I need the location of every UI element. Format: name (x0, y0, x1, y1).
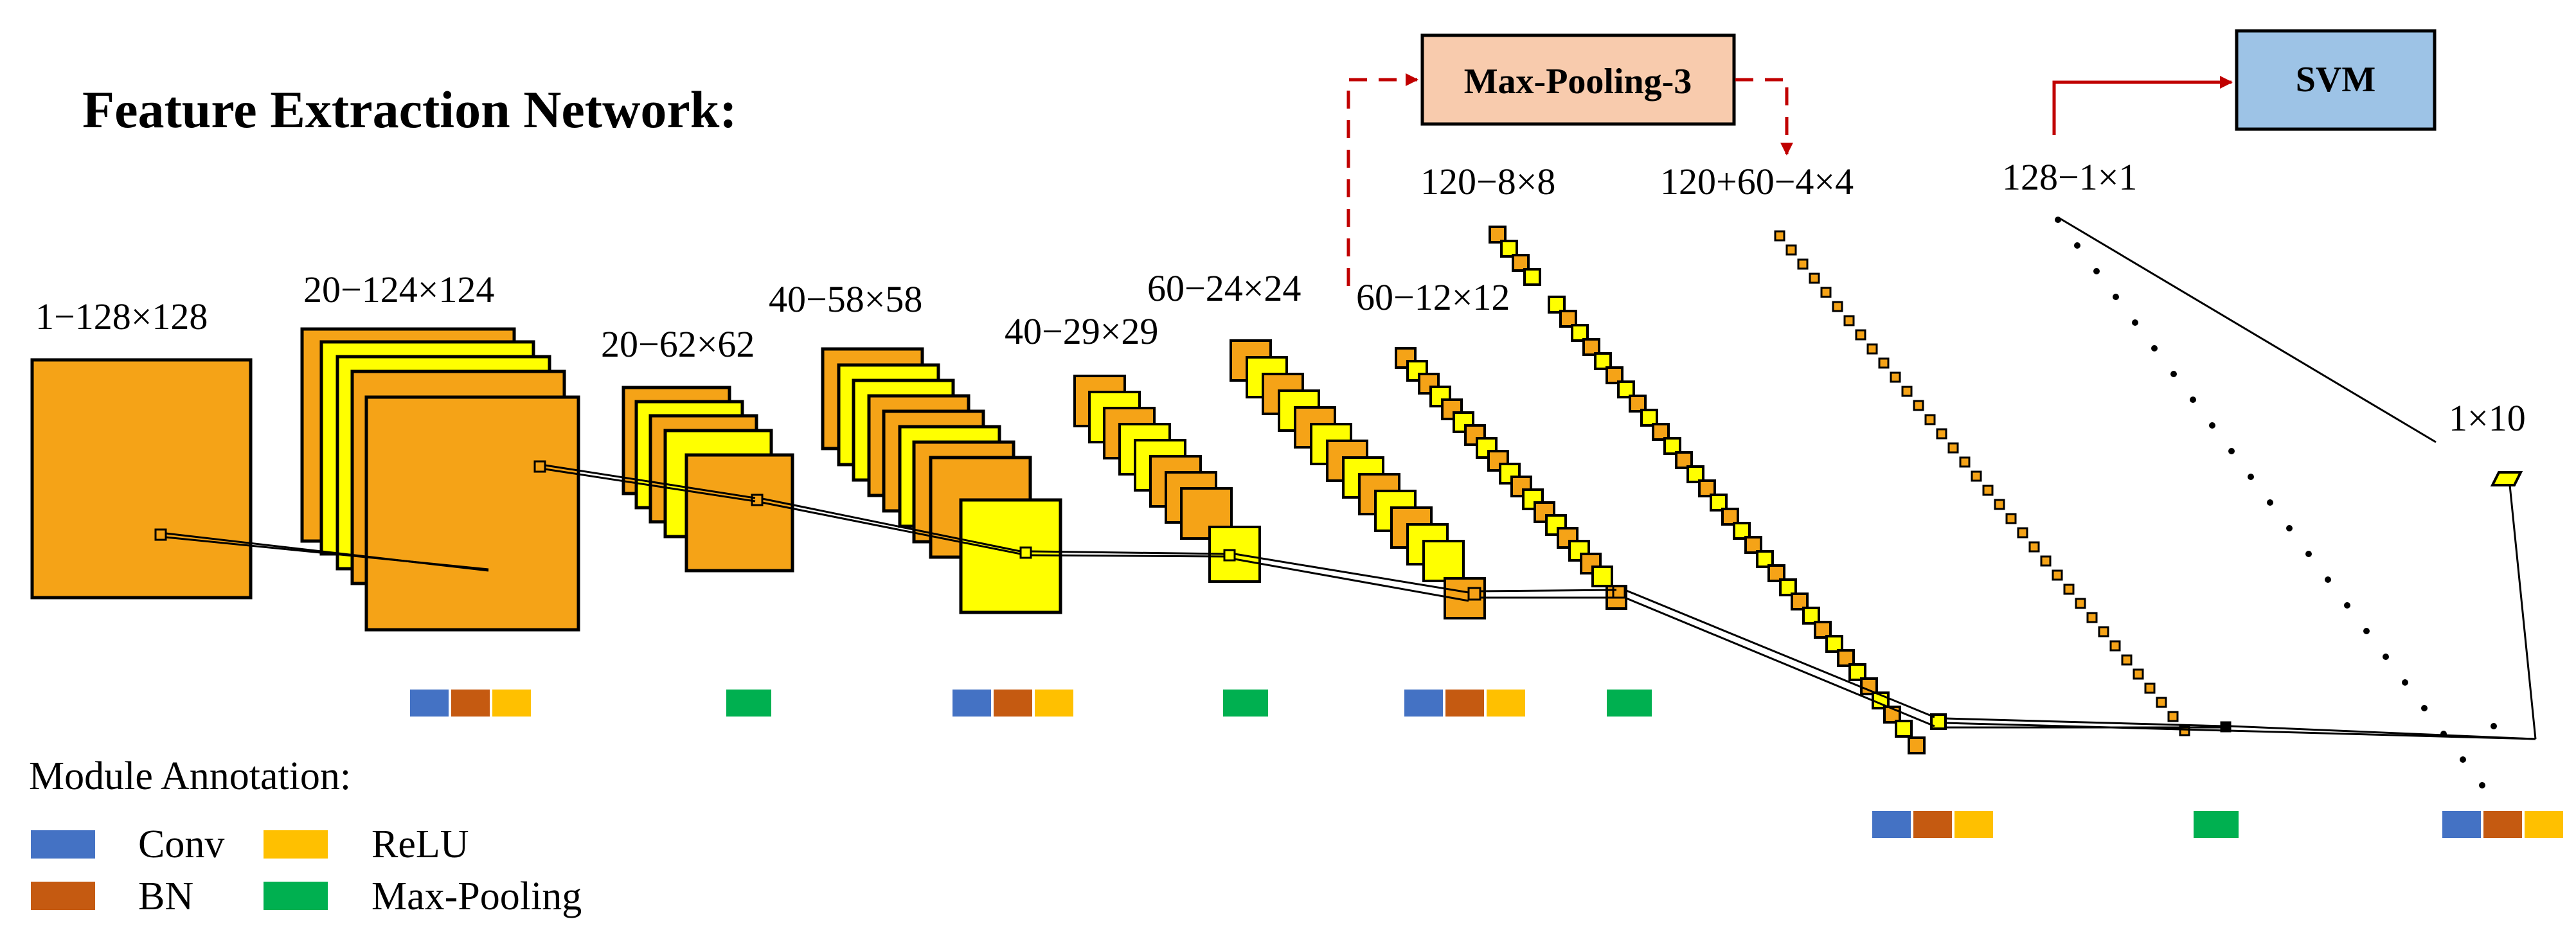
conv1-modules (410, 690, 531, 717)
maxpool-to-concat-arrow (1735, 78, 1793, 156)
pool1-module (726, 690, 771, 717)
legend-title: Module Annotation: (29, 754, 351, 798)
legend-max-pooling-swatch (264, 882, 328, 910)
label-pool2: 40−29×29 (1005, 310, 1158, 352)
concat-module (2194, 811, 2239, 838)
concat-stack (1774, 230, 2190, 736)
diagram-title: Feature Extraction Network: (82, 80, 737, 139)
pool2-module (1223, 690, 1268, 717)
max-pooling-3-box (1420, 33, 1736, 126)
pool3-to-maxpool-arrow (1346, 73, 1418, 286)
input-feature-map (30, 358, 253, 600)
legend-bn-label: BN (138, 875, 193, 918)
label-output: 1×10 (2449, 397, 2526, 439)
legend-relu-swatch (264, 830, 328, 859)
conv3-stack (1230, 339, 1486, 619)
label-pool1: 20−62×62 (601, 323, 755, 365)
svm-label: SVM (2296, 60, 2375, 100)
fc-to-svm-arrow (2052, 76, 2233, 135)
pool3-stack (1395, 347, 1627, 610)
label-fc: 128−1×1 (2002, 156, 2137, 198)
pool3-module (1607, 690, 1652, 717)
pool2-stack (1073, 375, 1261, 583)
label-conv1: 20−124×124 (303, 269, 494, 310)
legend-relu-label: ReLU (371, 823, 469, 866)
label-conv3: 60−24×24 (1147, 267, 1301, 309)
fc-vector (2055, 217, 2497, 788)
conv4-stack (1489, 226, 1947, 754)
conv4-modules (1872, 811, 1993, 838)
label-conv4: 120−8×8 (1420, 161, 1555, 202)
label-input: 1−128×128 (35, 296, 208, 337)
conv1-stack (300, 327, 580, 632)
module-legend: Module Annotation: Conv ReLU BN Max-Pool… (29, 754, 582, 918)
conv2-stack (821, 347, 1062, 614)
legend-conv-label: Conv (138, 823, 224, 866)
conv2-modules (953, 690, 1073, 717)
label-concat: 120+60−4×4 (1660, 161, 1854, 202)
conv3-modules (1404, 690, 1525, 717)
legend-max-pooling-label: Max-Pooling (371, 875, 582, 918)
max-pooling-3-label: Max-Pooling-3 (1464, 62, 1692, 102)
label-conv2: 40−58×58 (769, 278, 922, 320)
legend-conv-swatch (31, 830, 95, 859)
pool1-stack (622, 386, 794, 573)
fc-modules (2442, 811, 2563, 838)
output-node (2490, 471, 2523, 486)
legend-bn-swatch (31, 882, 95, 910)
label-pool3: 60−12×12 (1356, 276, 1510, 318)
connection-lines (154, 217, 2537, 740)
svm-box (2235, 29, 2437, 131)
